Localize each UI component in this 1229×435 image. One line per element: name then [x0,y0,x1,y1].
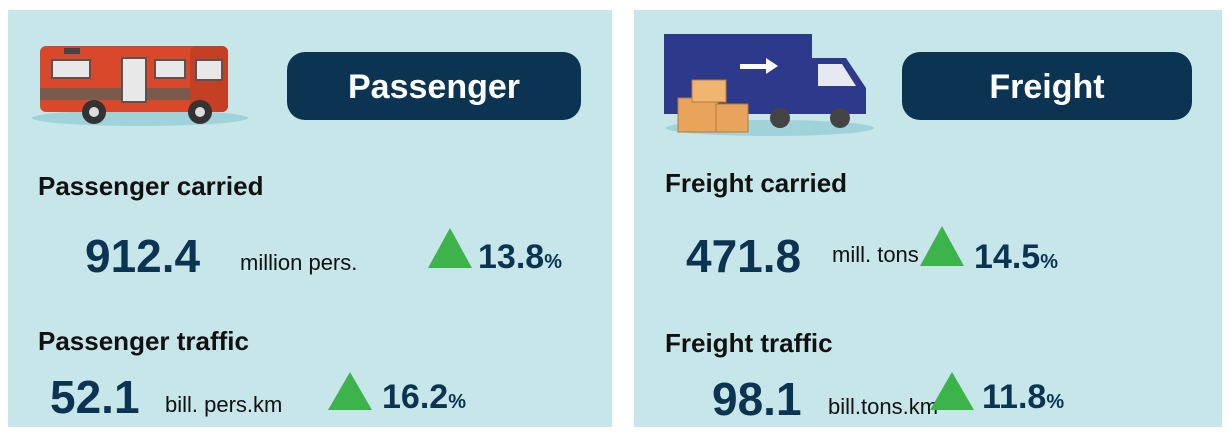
change-unit: % [1040,251,1058,273]
metric-value: 52.1 [50,371,140,423]
metric-change: 13.8% [478,238,562,276]
metric-change: 11.8% [982,378,1064,416]
metric-unit: bill.tons.km [828,394,938,419]
metric-change: 16.2% [382,378,466,416]
change-value: 16.2 [382,378,448,416]
metric-unit: bill. pers.km [165,392,282,417]
change-unit: % [1046,391,1064,413]
metric-label: Passenger carried [38,171,263,201]
up-arrow [428,228,472,268]
metric-label: Freight traffic [665,328,833,358]
up-arrow [328,372,372,410]
metric-label: Freight carried [665,168,847,198]
truck-icon [664,34,874,136]
change-value: 14.5 [974,238,1040,276]
metric-change: 14.5% [974,238,1058,276]
up-arrow [930,372,974,410]
up-arrow [920,226,964,266]
change-value: 11.8 [982,378,1046,416]
panel-title: Freight [989,68,1104,106]
title-pill [287,52,581,120]
change-unit: % [544,251,562,273]
title-pill [902,52,1192,120]
bus-icon [32,46,248,126]
metric-unit: mill. tons [832,242,919,267]
change-value: 13.8 [478,238,544,276]
metric-value: 471.8 [686,230,801,282]
panel-title: Passenger [348,68,520,106]
change-unit: % [448,391,466,413]
metric-label: Passenger traffic [38,326,249,356]
metric-unit: million pers. [240,250,357,275]
metric-value: 98.1 [712,373,802,425]
metric-value: 912.4 [85,230,201,282]
